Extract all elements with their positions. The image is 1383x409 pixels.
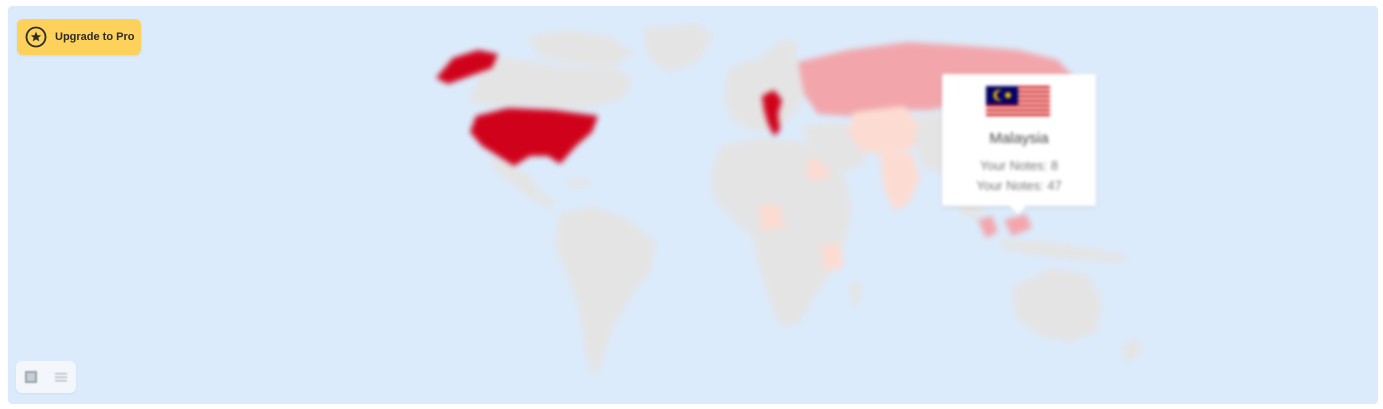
malaysia-flag (986, 86, 1050, 118)
tooltip-notes-line-2: Your Notes: 47 (976, 178, 1062, 193)
view-toggle (16, 361, 76, 393)
malaysia[interactable] (978, 216, 998, 238)
africa-low-2[interactable] (758, 204, 784, 230)
russia[interactable] (798, 42, 1074, 116)
list-view-button[interactable] (51, 367, 71, 387)
arctic-islands[interactable] (528, 30, 633, 66)
country-tooltip: Malaysia Your Notes: 8 Your Notes: 47 (942, 74, 1096, 214)
scandinavia[interactable] (760, 40, 798, 64)
highlighted-europe-country[interactable] (762, 90, 782, 136)
upgrade-to-pro-button[interactable]: Upgrade to Pro (17, 19, 141, 55)
caribbean[interactable] (566, 178, 590, 186)
canada[interactable] (468, 56, 633, 109)
africa[interactable] (710, 138, 852, 326)
map-view-icon (25, 371, 37, 383)
central-asia[interactable] (848, 106, 922, 156)
new-zealand[interactable] (1122, 338, 1142, 362)
indonesia[interactable] (998, 240, 1128, 262)
world-map[interactable] (8, 6, 1378, 404)
tooltip-notes-line-1: Your Notes: 8 (979, 158, 1059, 173)
mexico[interactable] (488, 156, 556, 208)
south-america[interactable] (554, 206, 656, 378)
africa-low-3[interactable] (820, 242, 844, 270)
tooltip-arrow (1010, 206, 1026, 214)
greenland[interactable] (643, 24, 713, 72)
list-view-icon (55, 373, 67, 382)
upgrade-label: Upgrade to Pro (55, 31, 135, 43)
star-icon (25, 26, 47, 48)
tooltip-country-name: Malaysia (989, 130, 1049, 147)
malaysia-borneo[interactable] (1004, 214, 1032, 236)
australia[interactable] (1012, 268, 1102, 342)
alaska[interactable] (436, 50, 498, 84)
south-asia[interactable] (880, 152, 920, 210)
map-view-button[interactable] (21, 367, 41, 387)
world-map-panel: Upgrade to Pro Malaysia Your Notes: 8 Yo… (8, 6, 1378, 404)
united-states[interactable] (470, 108, 598, 166)
madagascar[interactable] (850, 280, 860, 306)
